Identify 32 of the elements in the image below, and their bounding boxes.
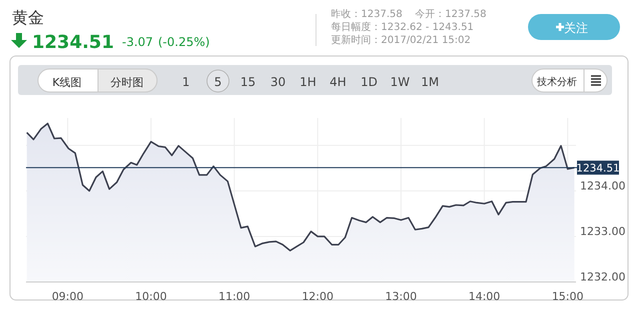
annotation: 1D bbox=[360, 75, 378, 89]
annotation: 技术分析 bbox=[537, 77, 577, 88]
ref-line-label: 1234.51 bbox=[576, 162, 620, 175]
annotation: 今开：1237.58 bbox=[415, 9, 486, 20]
chart-title: 黄金 bbox=[12, 8, 44, 27]
y-tick-label: 1234.00 bbox=[580, 179, 626, 192]
annotation: 1 bbox=[182, 75, 190, 89]
annotation: 1H bbox=[300, 75, 316, 89]
x-tick-label: 13:00 bbox=[385, 290, 417, 303]
x-tick-label: 11:00 bbox=[218, 290, 250, 303]
annotation: 关注 bbox=[564, 21, 588, 35]
annotation: 每日幅度：1232.62 - 1243.51 bbox=[331, 22, 474, 33]
x-tick-label: 09:00 bbox=[52, 290, 84, 303]
annotation: 1M bbox=[421, 75, 439, 89]
annotation: 30 bbox=[270, 75, 286, 89]
annotation: 15 bbox=[240, 75, 256, 89]
y-tick-label: 1233.00 bbox=[580, 224, 626, 238]
annotation: 分时图 bbox=[110, 76, 144, 89]
annotation: 更新时间：2017/02/21 15:02 bbox=[331, 35, 471, 46]
y-tick-label: 1232.00 bbox=[580, 270, 626, 284]
annotation: 4H bbox=[330, 75, 346, 89]
annotation: -3.07 bbox=[122, 35, 154, 49]
annotation: 1234.51 bbox=[32, 32, 114, 53]
x-tick-label: 15:00 bbox=[552, 290, 584, 303]
x-tick-label: 14:00 bbox=[468, 290, 500, 303]
annotation: K线图 bbox=[52, 76, 82, 89]
annotation: 1W bbox=[390, 75, 410, 89]
x-tick-label: 12:00 bbox=[302, 290, 334, 303]
annotation: 5 bbox=[214, 75, 222, 89]
x-tick-label: 10:00 bbox=[135, 290, 167, 303]
annotation: (-0.25%) bbox=[158, 35, 210, 49]
annotation: 昨收：1237.58 bbox=[331, 9, 402, 20]
